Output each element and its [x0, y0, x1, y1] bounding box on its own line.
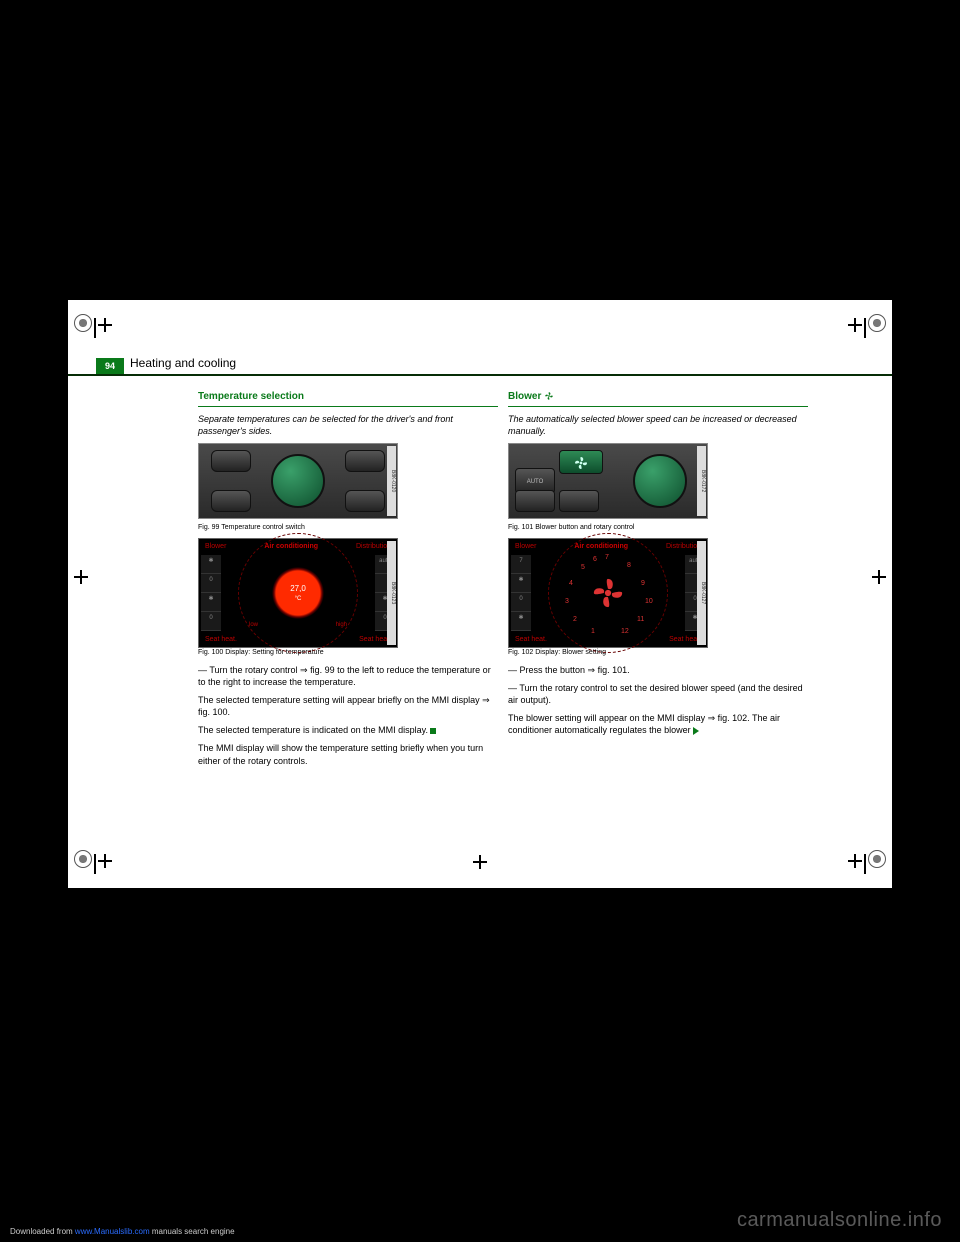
mmi-temp-value: 27,0 — [290, 584, 306, 595]
temperature-knob — [271, 454, 325, 508]
left-column: Temperature selection Separate temperatu… — [198, 390, 498, 767]
reg-mark-br — [848, 850, 886, 874]
seat-heat-left-button — [211, 490, 251, 512]
blower-step-b: — Turn the rotary control to set the des… — [508, 682, 808, 706]
reg-mark-bc — [473, 855, 487, 874]
blower-step-a: — Press the button ⇒ fig. 101. — [508, 664, 808, 676]
dial-11: 11 — [637, 615, 644, 624]
seat-heat-right-button — [345, 490, 385, 512]
temp-paragraph-2: The selected temperature setting will ap… — [198, 694, 498, 718]
mmi-high-label: high — [336, 621, 347, 629]
dial-4: 4 — [569, 579, 573, 588]
recirculation-button — [515, 490, 555, 512]
reg-mark-bl — [74, 850, 112, 874]
dial-7: 7 — [605, 553, 609, 562]
mmi-temp-unit: °C — [295, 595, 302, 603]
figure-label: B8K-0127 — [697, 541, 706, 645]
mmi-distribution-label: Distribution — [666, 542, 701, 551]
dial-9: 9 — [641, 579, 645, 588]
figure-label: B8K-0120 — [387, 446, 396, 516]
blower-paragraph: The blower setting will appear on the MM… — [508, 712, 808, 736]
fan-button — [211, 450, 251, 472]
mmi-temp-readout: 27,0 °C — [268, 563, 328, 623]
continuation-arrow-icon — [693, 727, 699, 735]
blower-knob — [633, 454, 687, 508]
manualslib-link[interactable]: www.Manualslib.com — [75, 1227, 150, 1236]
figure-label: B8K-0172 — [697, 446, 706, 516]
dial-10: 10 — [645, 597, 653, 606]
manual-page: 94 Heating and cooling Temperature selec… — [68, 300, 892, 888]
reg-mark-ml — [74, 570, 88, 589]
figure-mmi-temp: BlowerAir conditioningDistribution ✱0✱0 … — [198, 538, 398, 648]
mmi-seat-heat-l: Seat heat. — [515, 635, 547, 644]
figure-mmi-blower: BlowerAir conditioningDistribution 7✱0✱ … — [508, 538, 708, 648]
mmi-blower-label: Blower — [205, 542, 226, 551]
section-sub-blower: The automatically selected blower speed … — [508, 413, 808, 437]
figure-label: B8K-0123 — [387, 541, 396, 645]
mmi-distribution-label: Distribution — [356, 542, 391, 551]
right-column: Blower The automatically selected blower… — [508, 390, 808, 736]
blower-button-highlight — [559, 450, 603, 474]
defrost-button — [345, 450, 385, 472]
figure-blower-control: AUTO B8K-0172 — [508, 443, 708, 519]
download-footer: Downloaded from www.Manualslib.com manua… — [10, 1227, 235, 1236]
figure-temp-control: B8K-0120 — [198, 443, 398, 519]
section-sub-temperature: Separate temperatures can be selected fo… — [198, 413, 498, 437]
dial-2: 2 — [573, 615, 577, 624]
watermark: carmanualsonline.info — [737, 1209, 942, 1232]
fan-icon — [573, 455, 589, 471]
figure-caption-100: Fig. 100 Display: Setting for temperatur… — [198, 648, 498, 657]
mmi-fan-icon — [591, 576, 625, 610]
mmi-seat-heat-l: Seat heat. — [205, 635, 237, 644]
mmi-side-level: 7 — [511, 555, 531, 574]
section-heading-temperature: Temperature selection — [198, 390, 498, 407]
figure-caption-102: Fig. 102 Display: Blower setting — [508, 648, 808, 657]
figure-caption-101: Fig. 101 Blower button and rotary contro… — [508, 523, 808, 532]
page-number-tab: 94 — [96, 358, 124, 374]
reg-mark-mr — [872, 570, 886, 589]
end-square-icon — [430, 728, 436, 734]
dial-6: 6 — [593, 555, 597, 564]
reg-mark-tr — [848, 314, 886, 338]
dial-8: 8 — [627, 561, 631, 570]
dial-3: 3 — [565, 597, 569, 606]
section-heading-blower: Blower — [508, 390, 808, 407]
header-title: Heating and cooling — [130, 356, 236, 370]
temp-paragraph-3: The selected temperature is indicated on… — [198, 724, 498, 736]
seat-heat-button — [559, 490, 599, 512]
mmi-side-fan-icon: ✱ — [201, 555, 221, 574]
mmi-blower-label: Blower — [515, 542, 536, 551]
temp-paragraph-4: The MMI display will show the temperatur… — [198, 742, 498, 766]
figure-caption-99: Fig. 99 Temperature control switch — [198, 523, 498, 532]
dial-5: 5 — [581, 563, 585, 572]
fan-icon — [544, 391, 554, 401]
header-rule — [68, 374, 892, 376]
reg-mark-tl — [74, 314, 112, 338]
mmi-low-label: low — [249, 621, 258, 629]
temp-paragraph-1: — Turn the rotary control ⇒ fig. 99 to t… — [198, 664, 498, 688]
